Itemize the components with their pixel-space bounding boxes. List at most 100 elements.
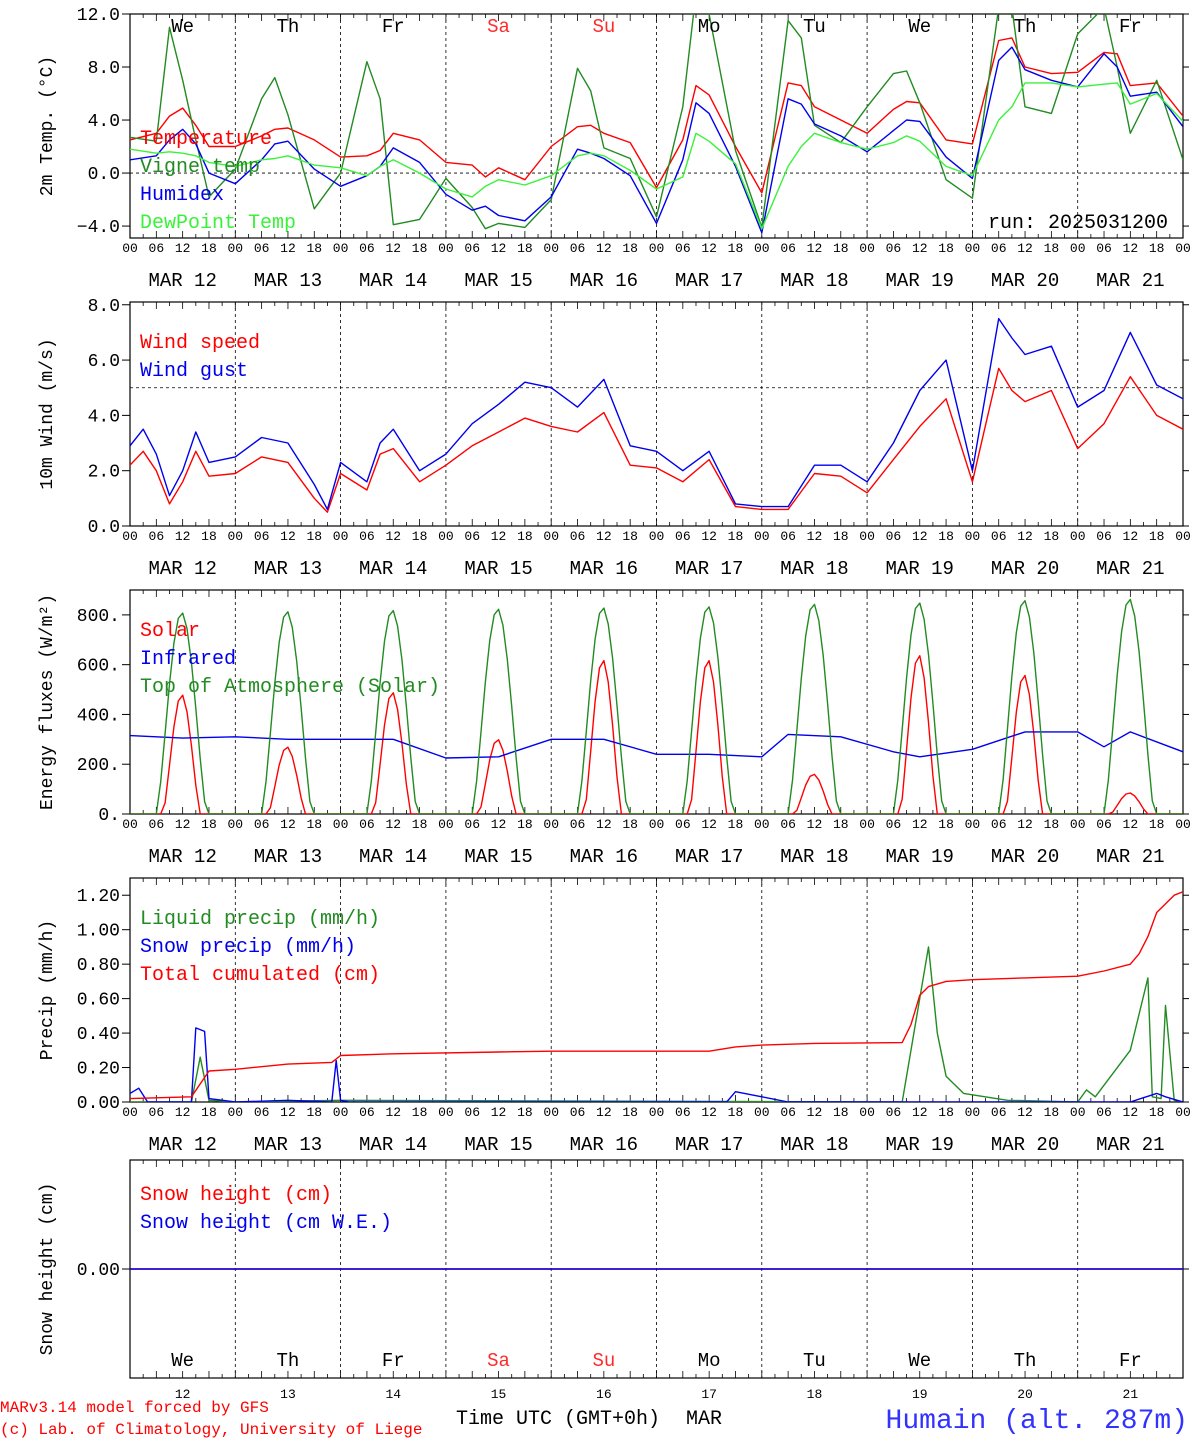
weekday-label-top: Fr — [382, 16, 405, 38]
legend-temp-0: Temperature — [140, 128, 272, 151]
y-tick-label: 200. — [77, 756, 120, 776]
x-hour-label: 06 — [254, 1105, 270, 1120]
x-hour-label: 12 — [1123, 529, 1139, 544]
x-hour-label: 12 — [1017, 1105, 1033, 1120]
x-hour-label: 18 — [201, 1105, 217, 1120]
x-hour-label: 00 — [227, 1105, 243, 1120]
x-hour-label: 06 — [464, 1105, 480, 1120]
x-hour-label: 18 — [306, 241, 322, 256]
x-hour-label: 12 — [701, 1105, 717, 1120]
x-date-label: MAR 17 — [675, 1134, 743, 1156]
panel-temp: 12.0 8.0 4.0 0.0 −4.0 2m Temp. (°C) 00 06 12 18 MA… — [38, 6, 1191, 292]
x-date-label: MAR 20 — [991, 270, 1059, 292]
x-hour-label: 18 — [517, 241, 533, 256]
x-hour-label: 18 — [1044, 817, 1060, 832]
x-hour-label: 00 — [965, 529, 981, 544]
series-line-temp-2 — [130, 46, 1183, 234]
x-hour-label: 00 — [543, 529, 559, 544]
x-hour-label: 18 — [201, 817, 217, 832]
x-hour-label: 00 — [965, 241, 981, 256]
x-hour-label: 00 — [438, 241, 454, 256]
x-hour-label: 00 — [1070, 529, 1086, 544]
x-hour-label: 12 — [1017, 529, 1033, 544]
x-hour-label: 12 — [491, 529, 507, 544]
x-hour-label: 00 — [649, 241, 665, 256]
series-line-precip-2 — [130, 891, 1183, 1100]
x-hour-label: 06 — [570, 1105, 586, 1120]
x-date-label: MAR 15 — [464, 1134, 532, 1156]
x-hour-label: 00 — [649, 529, 665, 544]
x-date-label: MAR 16 — [570, 270, 638, 292]
y-tick-label: 8.0 — [88, 297, 120, 317]
x-hour-label: 00 — [859, 1105, 875, 1120]
x-hour-label: 12 — [385, 241, 401, 256]
y-tick-label: 2.0 — [88, 463, 120, 483]
x-hour-label: 18 — [306, 817, 322, 832]
y-axis-label: 2m Temp. (°C) — [38, 56, 58, 196]
panel-precip: 1.20 1.00 0.80 0.60 0.40 0.20 0.00 Precip (mm/h… — [38, 877, 1191, 1156]
x-hour-label: 12 — [175, 817, 191, 832]
y-tick-label: 4.0 — [88, 407, 120, 427]
x-hour-label: 12 — [385, 529, 401, 544]
x-hour-label: 18 — [412, 241, 428, 256]
y-tick-label: 0.60 — [77, 991, 120, 1011]
x-hour-label: 06 — [149, 1105, 165, 1120]
x-hour-label: 06 — [991, 817, 1007, 832]
x-hour-label: 06 — [886, 817, 902, 832]
x-hour-label: 18 — [833, 1105, 849, 1120]
x-hour-label: 00 — [543, 241, 559, 256]
day-number-label: 13 — [280, 1387, 296, 1402]
x-date-label: MAR 16 — [570, 558, 638, 580]
weekday-label-top: Su — [592, 16, 615, 38]
x-hour-label: 06 — [780, 529, 796, 544]
x-hour-label: 18 — [1149, 241, 1165, 256]
series-group — [130, 891, 1183, 1102]
x-hour-label: 18 — [833, 529, 849, 544]
panel-snow: 0.00 Snow height (cm) Snow height (cm) Snow… — [38, 1159, 1189, 1402]
x-hour-label: 12 — [491, 1105, 507, 1120]
series-line-energy-1 — [130, 731, 1183, 759]
x-hour-label: 00 — [333, 529, 349, 544]
x-hour-label: 06 — [464, 241, 480, 256]
x-hour-label: 18 — [728, 817, 744, 832]
weekday-label-bottom: Mo — [698, 1350, 721, 1372]
x-date-label: MAR 13 — [254, 558, 322, 580]
legend-energy-0: Solar — [140, 620, 200, 643]
x-hour-label: 06 — [780, 241, 796, 256]
x-hour-label: 18 — [412, 529, 428, 544]
x-hour-label: 00 — [1070, 1105, 1086, 1120]
series-line-temp-0 — [130, 37, 1183, 194]
x-hour-label: 00 — [1175, 241, 1191, 256]
x-hour-label: 12 — [912, 529, 928, 544]
weekday-label-top: Tu — [803, 16, 826, 38]
x-hour-label: 12 — [175, 241, 191, 256]
x-hour-label: 12 — [491, 817, 507, 832]
day-number-label: 15 — [491, 1387, 507, 1402]
x-hour-label: 06 — [991, 529, 1007, 544]
legend-temp-2: Humidex — [140, 184, 224, 207]
x-hour-label: 18 — [833, 817, 849, 832]
day-number-label: 18 — [807, 1387, 823, 1402]
x-hour-label: 06 — [464, 817, 480, 832]
day-number-label: 12 — [175, 1387, 191, 1402]
weekday-label-bottom: Fr — [1119, 1350, 1142, 1372]
legend-wind-1: Wind gust — [140, 360, 248, 383]
x-hour-label: 00 — [754, 241, 770, 256]
x-hour-label: 18 — [412, 817, 428, 832]
x-date-label: MAR 17 — [675, 558, 743, 580]
legend-energy-2: Top of Atmosphere (Solar) — [140, 676, 440, 699]
x-hour-label: 00 — [438, 817, 454, 832]
x-hour-label: 12 — [385, 817, 401, 832]
x-hour-label: 00 — [122, 817, 138, 832]
x-hour-label: 18 — [1044, 241, 1060, 256]
weekday-label-top: Mo — [698, 16, 721, 38]
x-hour-label: 06 — [675, 817, 691, 832]
credit-line-1: MARv3.14 model forced by GFS — [0, 1399, 269, 1417]
x-hour-label: 00 — [754, 529, 770, 544]
xaxis-month: MAR — [686, 1408, 722, 1431]
x-hour-label: 18 — [1149, 529, 1165, 544]
y-tick-label: 6.0 — [88, 352, 120, 372]
legend-temp-3: DewPoint Temp — [140, 212, 296, 235]
y-tick-label: 1.20 — [77, 887, 120, 907]
